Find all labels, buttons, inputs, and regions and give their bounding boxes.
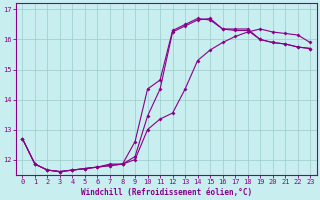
X-axis label: Windchill (Refroidissement éolien,°C): Windchill (Refroidissement éolien,°C) bbox=[81, 188, 252, 197]
